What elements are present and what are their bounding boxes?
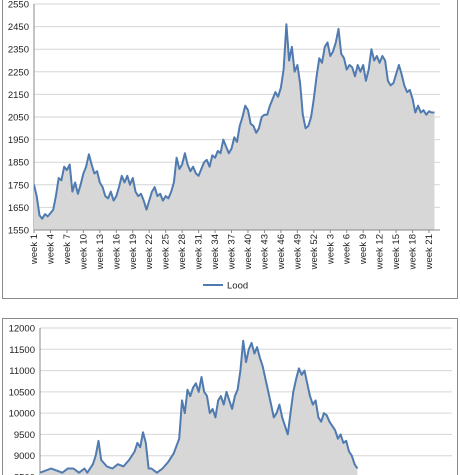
y-tick-label: 1650 [8, 203, 29, 214]
x-tick-label: week 12 [375, 234, 386, 270]
x-tick-label: week 28 [177, 234, 188, 270]
y-tick-label: 2050 [8, 113, 29, 124]
x-tick-label: week 43 [259, 234, 270, 270]
y-tick-label: 8500 [14, 473, 35, 475]
x-tick-label: week 10 [78, 234, 89, 270]
series-line [34, 23, 435, 220]
y-tick-label: 9000 [14, 451, 35, 462]
y-tick-label: 2350 [8, 45, 29, 56]
x-tick-label: week 25 [161, 234, 172, 270]
x-tick-label: week 3 [325, 234, 336, 265]
y-tick-label: 1950 [8, 135, 29, 146]
chart-2: 8500 9000 9500 10000 10500 11000 11500 12000 [2, 318, 458, 475]
x-tick-label: week 4 [45, 234, 56, 265]
x-tick-label: week 18 [408, 234, 419, 270]
y-tick-label: 11500 [9, 345, 35, 356]
y-tick-label: 2550 [8, 0, 29, 11]
x-tick-label: week 21 [424, 234, 435, 270]
x-tick-label: week 37 [227, 234, 238, 270]
y-tick-label: 1750 [8, 180, 29, 191]
x-tick-label: week 7 [62, 234, 73, 265]
y-tick-label: 10500 [9, 387, 35, 398]
x-tick-label: week 52 [309, 234, 320, 270]
y-tick-label: 11000 [9, 366, 35, 377]
x-tick-label: week 1 [29, 234, 40, 265]
legend-label: Lood [227, 281, 248, 292]
y-tick-label: 10000 [9, 409, 35, 420]
y-tick-label: 2450 [8, 22, 29, 33]
x-tick-label: week 34 [210, 234, 221, 270]
x-tick-label: week 13 [95, 234, 106, 270]
chart-1: 1550 1650 1750 1850 1950 2050 2150 2250 2350 2450… [2, 0, 458, 299]
plot-area [34, 23, 435, 230]
y-tick-label: 1850 [8, 158, 29, 169]
x-tick-label: week 19 [128, 234, 139, 270]
x-tick-label: week 15 [391, 234, 402, 270]
x-tick-label: week 40 [243, 234, 254, 270]
series-line [40, 339, 359, 474]
series-area [40, 340, 358, 475]
x-tick-label: week 46 [276, 234, 287, 270]
plot-area [40, 339, 359, 475]
y-tick-label: 9500 [14, 430, 35, 441]
y-tick-label: 2150 [8, 90, 29, 101]
x-tick-label: week 9 [358, 234, 369, 265]
y-tick-label: 2250 [8, 67, 29, 78]
y-tick-label: 1550 [8, 226, 29, 237]
x-tick-label: week 31 [194, 234, 205, 270]
series-area [34, 24, 435, 230]
x-tick-label: week 6 [342, 234, 353, 265]
x-tick-label: week 16 [111, 234, 122, 270]
y-tick-label: 12000 [9, 324, 35, 335]
x-tick-label: week 49 [292, 234, 303, 270]
x-tick-label: week 22 [144, 234, 155, 270]
